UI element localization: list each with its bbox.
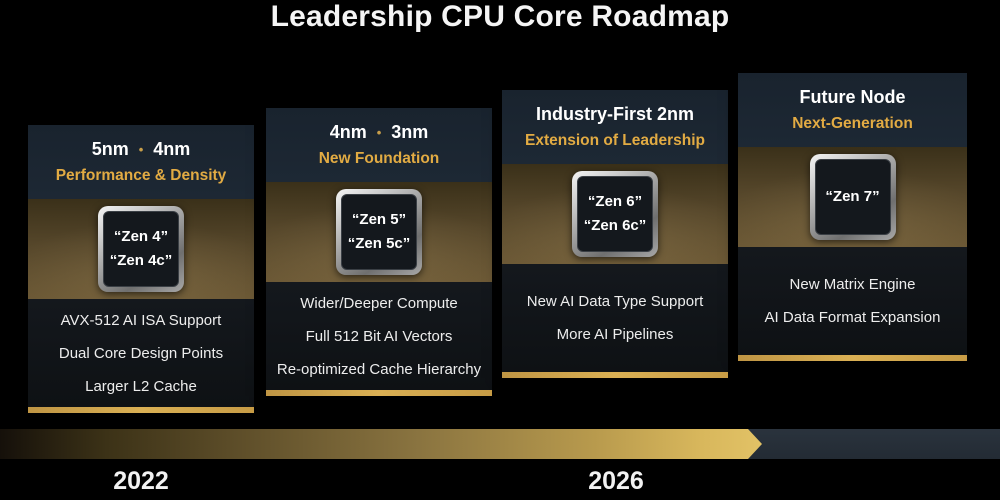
- chip-face: “Zen 5” “Zen 5c”: [341, 194, 417, 270]
- feature-item: AI Data Format Expansion: [764, 309, 941, 326]
- card-zen7: Future Node Next-Generation “Zen 7” New …: [738, 73, 967, 361]
- cpu-chip-icon: “Zen 5” “Zen 5c”: [336, 189, 422, 275]
- card-gold-underline: [502, 372, 728, 378]
- year-label-2022: 2022: [113, 467, 169, 495]
- card-header: Industry-First 2nm Extension of Leadersh…: [502, 90, 728, 164]
- chip-face: “Zen 7”: [814, 159, 891, 235]
- card-zen5: 4nm • 3nm New Foundation “Zen 5” “Zen 5c”…: [266, 108, 492, 396]
- card-tagline: Next-Generation: [792, 115, 913, 132]
- cpu-chip-icon: “Zen 7”: [809, 154, 896, 240]
- chip-section: “Zen 4” “Zen 4c”: [28, 199, 254, 299]
- feature-item: Full 512 Bit AI Vectors: [305, 327, 453, 345]
- year-label-2026: 2026: [588, 467, 644, 495]
- chip-face: “Zen 4” “Zen 4c”: [103, 211, 179, 287]
- feature-item: New Matrix Engine: [789, 276, 916, 293]
- cpu-chip-icon: “Zen 6” “Zen 6c”: [572, 171, 658, 257]
- cpu-chip-icon: “Zen 4” “Zen 4c”: [98, 206, 184, 292]
- features-list: AVX-512 AI ISA Support Dual Core Design P…: [28, 299, 254, 407]
- card-tagline: Performance & Density: [55, 167, 227, 184]
- feature-item: Larger L2 Cache: [85, 377, 197, 395]
- process-nodes: 5nm • 4nm: [92, 139, 191, 160]
- features-list: New AI Data Type Support More AI Pipeline…: [502, 264, 728, 372]
- chip-label: “Zen 6c”: [583, 217, 647, 234]
- card-header: Future Node Next-Generation: [738, 73, 967, 147]
- card-gold-underline: [266, 390, 492, 396]
- card-tagline: Extension of Leadership: [524, 132, 705, 149]
- process-nodes: 4nm • 3nm: [330, 122, 429, 143]
- timeline-arrow-icon: [0, 429, 762, 459]
- node-separator-dot: •: [376, 125, 382, 140]
- card-gold-underline: [28, 407, 254, 413]
- card-header: 5nm • 4nm Performance & Density: [28, 125, 254, 199]
- features-list: New Matrix Engine AI Data Format Expansio…: [738, 247, 967, 355]
- chip-label: “Zen 6”: [587, 193, 643, 210]
- chip-label: “Zen 7”: [825, 188, 880, 205]
- features-list: Wider/Deeper Compute Full 512 Bit AI Vect…: [266, 282, 492, 390]
- feature-item: Dual Core Design Points: [58, 344, 224, 362]
- feature-item: Re-optimized Cache Hierarchy: [276, 360, 482, 378]
- chip-section: “Zen 7”: [738, 147, 967, 247]
- card-heading: Future Node: [799, 87, 906, 107]
- card-header: 4nm • 3nm New Foundation: [266, 108, 492, 182]
- node-separator-dot: •: [138, 142, 144, 157]
- node-label: 3nm: [391, 122, 429, 142]
- chip-label: “Zen 4c”: [109, 252, 173, 269]
- chip-face: “Zen 6” “Zen 6c”: [577, 176, 653, 252]
- node-label: 4nm: [153, 139, 191, 159]
- card-tagline: New Foundation: [318, 150, 440, 167]
- chip-label: “Zen 5”: [351, 211, 407, 228]
- feature-item: AVX-512 AI ISA Support: [60, 311, 222, 329]
- card-gold-underline: [738, 355, 967, 361]
- chip-label: “Zen 5c”: [347, 235, 411, 252]
- node-label: 5nm: [91, 139, 129, 159]
- chip-section: “Zen 5” “Zen 5c”: [266, 182, 492, 282]
- card-zen4: 5nm • 4nm Performance & Density “Zen 4” “…: [28, 125, 254, 413]
- chip-label: “Zen 4”: [113, 228, 169, 245]
- node-label: 4nm: [329, 122, 367, 142]
- card-zen6: Industry-First 2nm Extension of Leadersh…: [502, 90, 728, 378]
- chip-section: “Zen 6” “Zen 6c”: [502, 164, 728, 264]
- card-heading: Industry-First 2nm: [535, 104, 695, 124]
- page-title: Leadership CPU Core Roadmap: [270, 0, 730, 33]
- feature-item: New AI Data Type Support: [526, 293, 704, 310]
- feature-item: Wider/Deeper Compute: [300, 294, 458, 312]
- feature-item: More AI Pipelines: [556, 326, 674, 343]
